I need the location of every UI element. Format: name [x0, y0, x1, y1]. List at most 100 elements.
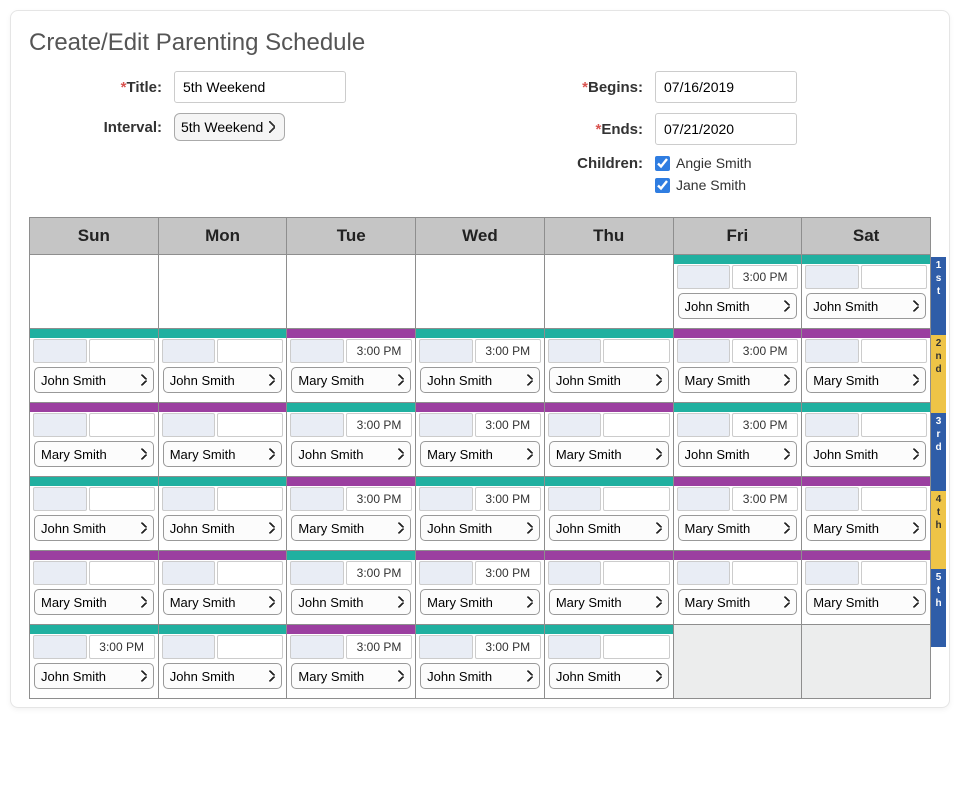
time-left-slot[interactable]: [548, 635, 602, 659]
title-input[interactable]: [174, 71, 346, 103]
time-value[interactable]: 3:00 PM: [732, 339, 798, 363]
time-value[interactable]: 3:00 PM: [475, 487, 541, 511]
time-left-slot[interactable]: [290, 635, 344, 659]
parent-select[interactable]: Mary Smith: [806, 515, 926, 541]
time-left-slot[interactable]: [162, 561, 216, 585]
time-left-slot[interactable]: [677, 339, 731, 363]
parent-select[interactable]: Mary Smith: [34, 589, 154, 615]
time-left-slot[interactable]: [419, 635, 473, 659]
time-left-slot[interactable]: [805, 339, 859, 363]
ends-input[interactable]: [655, 113, 797, 145]
time-left-slot[interactable]: [677, 265, 731, 289]
parent-select[interactable]: Mary Smith: [291, 663, 411, 689]
time-value[interactable]: [603, 561, 669, 585]
time-left-slot[interactable]: [419, 339, 473, 363]
time-left-slot[interactable]: [162, 339, 216, 363]
parent-select[interactable]: John Smith: [678, 441, 798, 467]
parent-select[interactable]: Mary Smith: [678, 589, 798, 615]
time-left-slot[interactable]: [677, 561, 731, 585]
time-value[interactable]: [603, 339, 669, 363]
time-left-slot[interactable]: [677, 413, 731, 437]
parent-select[interactable]: John Smith: [549, 663, 669, 689]
time-left-slot[interactable]: [419, 561, 473, 585]
parent-select[interactable]: John Smith: [291, 589, 411, 615]
time-left-slot[interactable]: [162, 487, 216, 511]
time-left-slot[interactable]: [33, 561, 87, 585]
time-value[interactable]: [861, 413, 927, 437]
time-value[interactable]: 3:00 PM: [346, 561, 412, 585]
parent-select[interactable]: John Smith: [549, 367, 669, 393]
time-value[interactable]: 3:00 PM: [346, 339, 412, 363]
parent-select[interactable]: John Smith: [420, 663, 540, 689]
time-left-slot[interactable]: [805, 487, 859, 511]
time-value[interactable]: [861, 487, 927, 511]
time-value[interactable]: 3:00 PM: [89, 635, 155, 659]
time-left-slot[interactable]: [162, 635, 216, 659]
interval-select[interactable]: 5th Weekend: [174, 113, 285, 141]
time-value[interactable]: 3:00 PM: [732, 487, 798, 511]
parent-select[interactable]: Mary Smith: [291, 515, 411, 541]
parent-select[interactable]: John Smith: [678, 293, 798, 319]
time-left-slot[interactable]: [162, 413, 216, 437]
parent-select[interactable]: John Smith: [34, 663, 154, 689]
time-left-slot[interactable]: [677, 487, 731, 511]
time-left-slot[interactable]: [33, 635, 87, 659]
time-value[interactable]: [603, 635, 669, 659]
time-left-slot[interactable]: [548, 487, 602, 511]
parent-select[interactable]: John Smith: [806, 293, 926, 319]
parent-select[interactable]: John Smith: [806, 441, 926, 467]
parent-select[interactable]: Mary Smith: [678, 515, 798, 541]
time-value[interactable]: [603, 413, 669, 437]
time-left-slot[interactable]: [290, 487, 344, 511]
parent-select[interactable]: Mary Smith: [806, 589, 926, 615]
child-checkbox[interactable]: [655, 178, 670, 193]
time-value[interactable]: 3:00 PM: [475, 413, 541, 437]
time-value[interactable]: [732, 561, 798, 585]
time-left-slot[interactable]: [419, 413, 473, 437]
time-value[interactable]: [861, 265, 927, 289]
parent-select[interactable]: Mary Smith: [678, 367, 798, 393]
parent-select[interactable]: Mary Smith: [163, 589, 283, 615]
parent-select[interactable]: Mary Smith: [34, 441, 154, 467]
time-value[interactable]: [89, 561, 155, 585]
parent-select[interactable]: John Smith: [34, 515, 154, 541]
time-left-slot[interactable]: [33, 339, 87, 363]
time-left-slot[interactable]: [805, 265, 859, 289]
parent-select[interactable]: Mary Smith: [420, 441, 540, 467]
parent-select[interactable]: John Smith: [549, 515, 669, 541]
time-value[interactable]: 3:00 PM: [732, 265, 798, 289]
parent-select[interactable]: Mary Smith: [549, 589, 669, 615]
begins-input[interactable]: [655, 71, 797, 103]
time-value[interactable]: 3:00 PM: [346, 635, 412, 659]
time-left-slot[interactable]: [290, 339, 344, 363]
time-value[interactable]: 3:00 PM: [475, 561, 541, 585]
parent-select[interactable]: John Smith: [163, 663, 283, 689]
time-left-slot[interactable]: [548, 413, 602, 437]
time-value[interactable]: 3:00 PM: [732, 413, 798, 437]
time-value[interactable]: [861, 339, 927, 363]
time-value[interactable]: [89, 339, 155, 363]
time-value[interactable]: [217, 413, 283, 437]
time-left-slot[interactable]: [419, 487, 473, 511]
parent-select[interactable]: Mary Smith: [291, 367, 411, 393]
time-value[interactable]: 3:00 PM: [346, 487, 412, 511]
time-left-slot[interactable]: [33, 413, 87, 437]
parent-select[interactable]: John Smith: [420, 367, 540, 393]
parent-select[interactable]: Mary Smith: [549, 441, 669, 467]
parent-select[interactable]: Mary Smith: [163, 441, 283, 467]
time-value[interactable]: [217, 487, 283, 511]
child-checkbox[interactable]: [655, 156, 670, 171]
time-left-slot[interactable]: [548, 339, 602, 363]
parent-select[interactable]: John Smith: [291, 441, 411, 467]
time-value[interactable]: [861, 561, 927, 585]
parent-select[interactable]: John Smith: [163, 367, 283, 393]
time-value[interactable]: [217, 339, 283, 363]
time-left-slot[interactable]: [805, 561, 859, 585]
time-value[interactable]: 3:00 PM: [475, 339, 541, 363]
time-value[interactable]: [603, 487, 669, 511]
time-left-slot[interactable]: [290, 413, 344, 437]
time-value[interactable]: [217, 561, 283, 585]
time-value[interactable]: [217, 635, 283, 659]
time-value[interactable]: [89, 413, 155, 437]
parent-select[interactable]: John Smith: [163, 515, 283, 541]
